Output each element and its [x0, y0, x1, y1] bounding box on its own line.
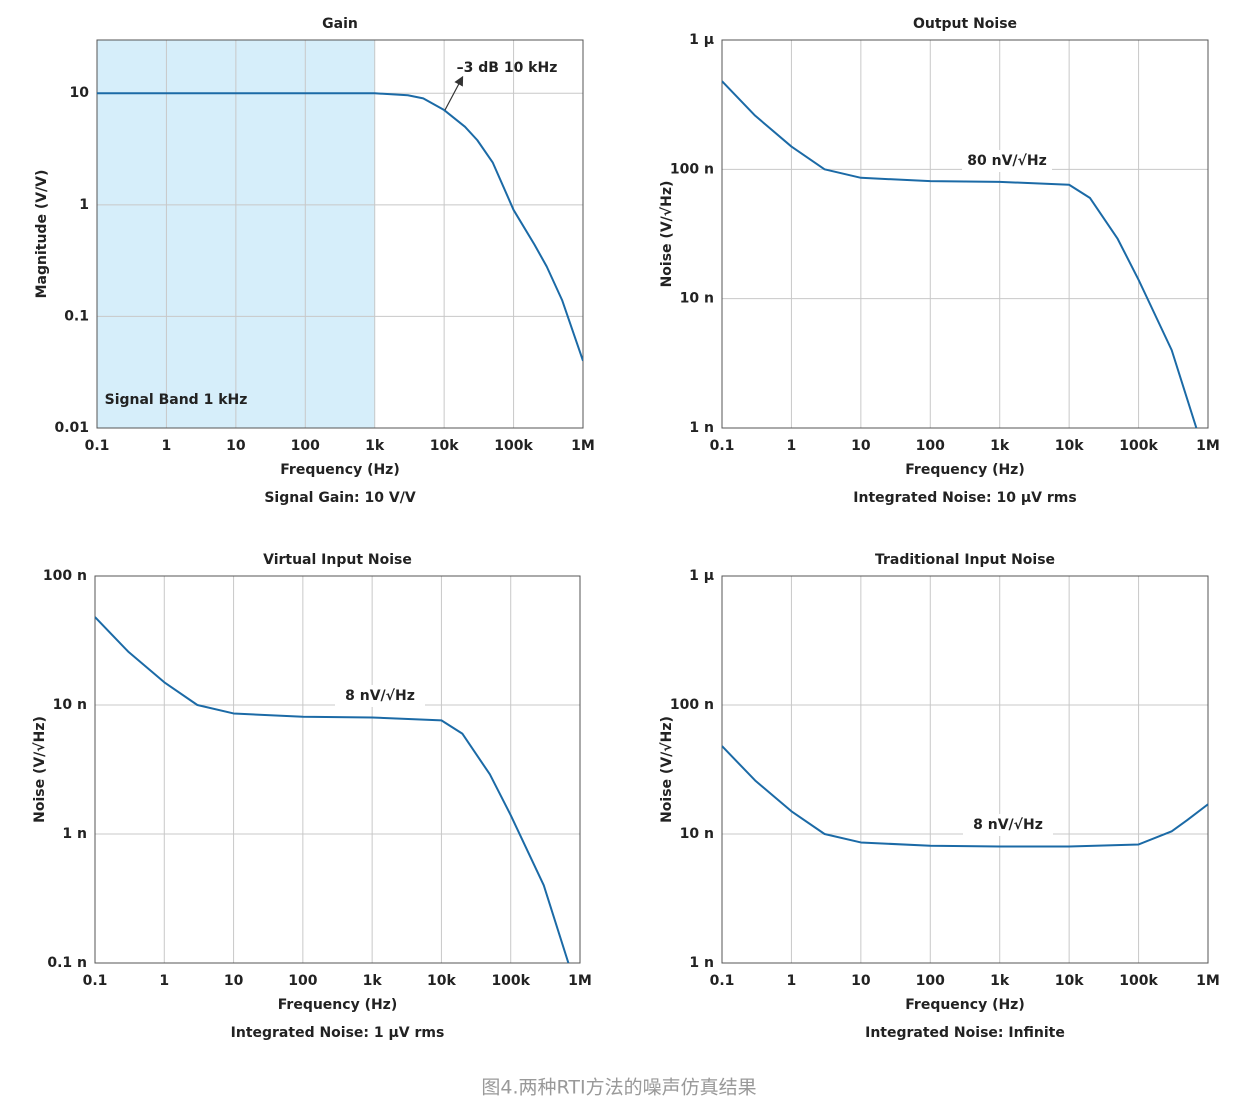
- figure-caption: 图4.两种RTI方法的噪声仿真结果: [481, 1077, 756, 1099]
- x-tick-label: 1k: [990, 973, 1010, 989]
- x-tick-label: 0.1: [710, 438, 735, 454]
- x-axis-label: Frequency (Hz): [278, 997, 397, 1013]
- data-line: [97, 92, 583, 362]
- annotation: Signal Band 1 kHz: [105, 392, 248, 408]
- x-tick-label: 100k: [494, 438, 533, 454]
- y-axis-label: Noise (V/√Hz): [32, 716, 48, 823]
- x-axis-label: Frequency (Hz): [280, 462, 399, 478]
- chart-subtitle: Integrated Noise: 10 µV rms: [853, 490, 1076, 506]
- y-tick-label: 0.1 n: [47, 955, 87, 971]
- y-axis-label: Noise (V/√Hz): [659, 716, 675, 823]
- x-tick-label: 0.1: [85, 438, 110, 454]
- x-tick-label: 1M: [568, 973, 592, 989]
- x-tick-label: 100: [916, 973, 945, 989]
- y-tick-label: 10: [70, 85, 90, 101]
- annotation-bg: [963, 814, 1053, 836]
- x-tick-label: 100k: [1119, 973, 1158, 989]
- x-tick-label: 10: [851, 973, 871, 989]
- x-tick-label: 100k: [491, 973, 530, 989]
- plot-frame: [721, 39, 1209, 429]
- annotation: 80 nV/√Hz: [967, 153, 1046, 169]
- x-tick-label: 100: [916, 438, 945, 454]
- y-tick-label: 0.01: [54, 420, 89, 436]
- annotation-arrow: [444, 75, 464, 111]
- x-tick-label: 0.1: [710, 973, 735, 989]
- x-tick-label: 10: [226, 438, 246, 454]
- annotation: 8 nV/√Hz: [345, 688, 415, 704]
- chart-title: Output Noise: [913, 16, 1017, 32]
- data-line: [722, 80, 1198, 428]
- x-tick-label: 10k: [430, 438, 459, 454]
- y-tick-label: 100 n: [670, 161, 714, 177]
- y-tick-label: 1 n: [62, 826, 87, 842]
- data-line: [95, 616, 570, 963]
- chart-title: Traditional Input Noise: [875, 552, 1055, 568]
- x-tick-label: 100k: [1119, 438, 1158, 454]
- y-axis-label: Magnitude (V/V): [34, 170, 50, 299]
- x-tick-label: 100: [288, 973, 317, 989]
- x-axis-label: Frequency (Hz): [905, 997, 1024, 1013]
- y-tick-label: 100 n: [43, 568, 87, 584]
- y-tick-label: 0.1: [64, 308, 89, 324]
- x-tick-label: 0.1: [83, 973, 108, 989]
- y-tick-label: 100 n: [670, 697, 714, 713]
- x-tick-label: 1M: [571, 438, 595, 454]
- annotation-bg: [335, 685, 425, 707]
- x-tick-label: 1: [159, 973, 169, 989]
- data-line: [722, 745, 1208, 848]
- chart-title: Gain: [322, 16, 358, 32]
- y-tick-label: 1: [79, 197, 89, 213]
- y-axis-label: Noise (V/√Hz): [659, 181, 675, 288]
- y-tick-label: 1 µ: [689, 568, 714, 584]
- x-tick-label: 1k: [990, 438, 1010, 454]
- plot-frame: [94, 575, 581, 964]
- chart-subtitle: Signal Gain: 10 V/V: [264, 490, 415, 506]
- x-tick-label: 10: [224, 973, 244, 989]
- y-tick-label: 10 n: [53, 697, 87, 713]
- y-tick-label: 10 n: [680, 291, 714, 307]
- annotation: –3 dB 10 kHz: [457, 60, 558, 76]
- x-tick-label: 10k: [1055, 973, 1084, 989]
- x-axis-label: Frequency (Hz): [905, 462, 1024, 478]
- plot-frame: [721, 575, 1209, 964]
- annotation-bg: [962, 150, 1052, 172]
- x-tick-label: 1k: [363, 973, 383, 989]
- y-tick-label: 1 n: [689, 955, 714, 971]
- x-tick-label: 1M: [1196, 973, 1220, 989]
- chart-subtitle: Integrated Noise: 1 µV rms: [231, 1025, 445, 1041]
- x-tick-label: 10: [851, 438, 871, 454]
- annotation: 8 nV/√Hz: [973, 817, 1043, 833]
- x-tick-label: 1k: [365, 438, 385, 454]
- x-tick-label: 1: [162, 438, 172, 454]
- x-tick-label: 10k: [1055, 438, 1084, 454]
- y-tick-label: 10 n: [680, 826, 714, 842]
- chart-title: Virtual Input Noise: [263, 552, 412, 568]
- x-tick-label: 10k: [427, 973, 456, 989]
- x-tick-label: 100: [291, 438, 320, 454]
- y-tick-label: 1 n: [689, 420, 714, 436]
- x-tick-label: 1M: [1196, 438, 1220, 454]
- x-tick-label: 1: [787, 438, 797, 454]
- x-tick-label: 1: [787, 973, 797, 989]
- plot-frame: [96, 39, 584, 429]
- y-tick-label: 1 µ: [689, 32, 714, 48]
- chart-subtitle: Integrated Noise: Infinite: [865, 1025, 1065, 1041]
